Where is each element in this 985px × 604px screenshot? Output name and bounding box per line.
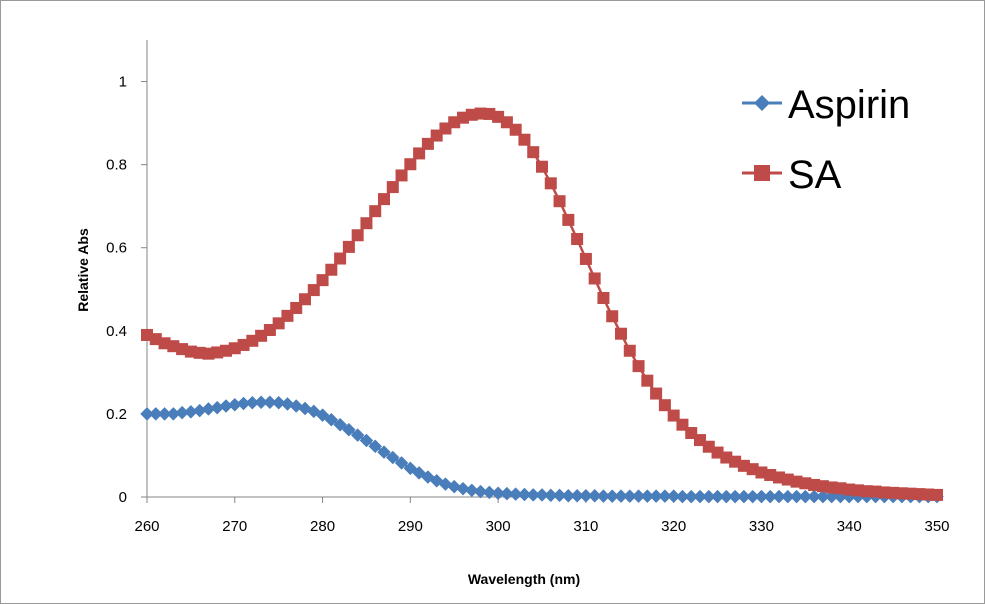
data-point — [342, 240, 355, 253]
x-tick-label: 280 — [310, 518, 335, 535]
data-point — [378, 193, 390, 206]
data-point — [350, 428, 365, 442]
data-point — [369, 205, 382, 218]
data-point — [641, 374, 654, 387]
data-point — [931, 488, 943, 501]
y-tick-label: 0.2 — [106, 406, 127, 423]
data-point — [552, 488, 567, 503]
data-point — [342, 422, 356, 437]
data-point — [360, 217, 373, 230]
data-point — [650, 387, 663, 400]
data-point — [535, 488, 549, 502]
y-tick-label: 0.8 — [106, 157, 127, 174]
data-point — [597, 291, 610, 304]
data-point — [536, 160, 548, 173]
data-point — [351, 229, 364, 242]
legend-label: Aspirin — [788, 83, 910, 127]
series-sa — [141, 107, 943, 501]
data-point — [271, 395, 286, 410]
data-point — [482, 485, 497, 500]
data-point — [517, 487, 532, 502]
x-tick-label: 300 — [486, 518, 511, 535]
data-point — [666, 489, 681, 504]
data-point — [588, 272, 601, 285]
data-point — [615, 327, 627, 340]
data-point — [473, 484, 488, 499]
data-point — [334, 252, 347, 265]
x-tick-label: 270 — [222, 518, 247, 535]
data-point — [324, 412, 339, 427]
data-point — [491, 486, 505, 501]
data-point — [500, 486, 514, 501]
legend: Aspirin SA — [742, 83, 910, 197]
data-point — [263, 395, 277, 410]
x-tick-label: 290 — [398, 518, 423, 535]
y-tick-label: 1 — [119, 74, 127, 91]
data-point — [623, 344, 636, 357]
data-point — [386, 181, 399, 194]
data-point — [658, 399, 671, 412]
y-tick-label: 0 — [119, 489, 127, 506]
x-tick-label: 310 — [573, 518, 598, 535]
x-tick-label: 340 — [837, 518, 862, 535]
data-point — [377, 445, 391, 459]
data-point — [307, 284, 320, 297]
data-point — [632, 360, 645, 373]
x-axis-title: Wavelength (nm) — [468, 571, 580, 587]
x-tick-label: 350 — [924, 518, 949, 535]
data-point — [562, 213, 575, 226]
data-point — [368, 439, 383, 454]
x-tick-label: 330 — [749, 518, 774, 535]
legend-marker — [754, 95, 770, 111]
data-point — [587, 488, 602, 503]
data-point — [553, 195, 566, 208]
data-point — [385, 450, 400, 465]
data-point — [299, 293, 311, 306]
data-point — [394, 456, 409, 470]
data-point — [316, 274, 329, 287]
y-tick-label: 0.4 — [106, 323, 127, 340]
x-tick-label: 260 — [134, 518, 159, 535]
axes: 0 0.2 0.4 0.6 0.8 1 260 270 280 290 300 310 320 330 34… — [106, 40, 950, 535]
data-point — [456, 481, 470, 496]
data-point — [333, 417, 347, 432]
data-point — [246, 334, 259, 347]
data-point — [571, 233, 584, 246]
data-point — [413, 147, 426, 160]
y-tick-label: 0.6 — [106, 240, 127, 257]
data-point — [325, 263, 338, 276]
data-point — [508, 487, 523, 501]
series-layer — [140, 107, 944, 504]
data-point — [404, 158, 417, 171]
x-tick-label: 320 — [661, 518, 686, 535]
legend-label: SA — [788, 153, 842, 197]
data-point — [667, 409, 680, 422]
y-axis-title: Relative Abs — [75, 228, 91, 312]
data-point — [527, 146, 540, 159]
data-point — [395, 169, 408, 182]
data-point — [518, 133, 531, 146]
data-point — [544, 177, 557, 190]
data-point — [606, 310, 619, 323]
data-point — [359, 433, 374, 448]
data-point — [464, 483, 479, 498]
data-point — [579, 252, 592, 265]
data-point — [509, 123, 522, 136]
legend-marker — [754, 165, 770, 181]
